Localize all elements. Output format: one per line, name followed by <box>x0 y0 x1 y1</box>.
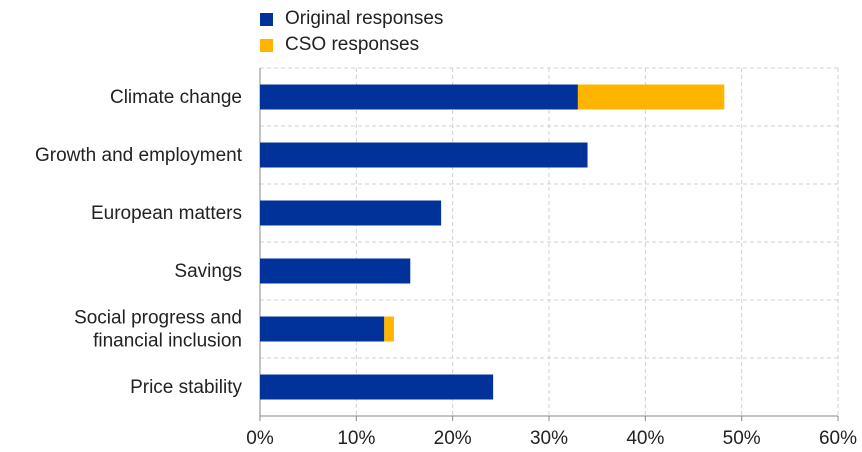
category-label-1: Growth and employment <box>35 145 243 166</box>
bar-cso-0 <box>577 84 725 110</box>
legend: Original responses CSO responses <box>260 6 443 58</box>
category-label-4-line-0: Social progress and <box>74 308 242 329</box>
category-label-0: Climate change <box>110 87 242 108</box>
bar-cso-4 <box>384 316 394 342</box>
bar-original-0 <box>260 84 578 110</box>
bar-original-1 <box>260 142 588 168</box>
x-tick-label-2: 20% <box>434 428 472 449</box>
category-label-4-line-1: financial inclusion <box>93 331 242 352</box>
x-tick-label-5: 50% <box>723 428 761 449</box>
x-tick-label-4: 40% <box>626 428 664 449</box>
category-label-3: Savings <box>174 261 242 282</box>
legend-label-cso: CSO responses <box>285 34 420 55</box>
x-tick-label-0: 0% <box>246 428 274 449</box>
x-tick-label-6: 60% <box>819 428 857 449</box>
legend-swatch-cso <box>260 38 273 52</box>
bar-original-5 <box>260 374 494 400</box>
bar-original-2 <box>260 200 442 226</box>
legend-label-original: Original responses <box>285 8 444 29</box>
x-tick-label-3: 30% <box>530 428 568 449</box>
legend-swatch-original <box>260 12 273 26</box>
bar-original-3 <box>260 258 411 284</box>
bar-original-4 <box>260 316 385 342</box>
category-label-5: Price stability <box>130 377 242 398</box>
category-label-2: European matters <box>91 203 242 224</box>
x-tick-label-1: 10% <box>337 428 375 449</box>
legend-item-original: Original responses <box>260 6 443 32</box>
legend-item-cso: CSO responses <box>260 32 443 58</box>
